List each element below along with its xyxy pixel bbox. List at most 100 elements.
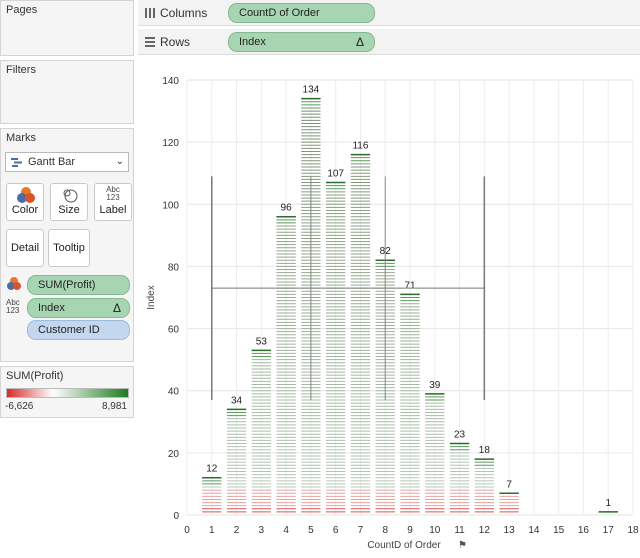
legend-max: 8,981: [101, 401, 127, 412]
rows-pill-label: Index: [239, 36, 266, 48]
bar-data-label: 7: [506, 479, 512, 490]
x-tick-label: 2: [234, 525, 240, 536]
x-tick-label: 16: [578, 525, 590, 536]
x-tick-label: 15: [553, 525, 565, 536]
x-axis-label: CountD of Order: [367, 540, 441, 551]
bar-data-label: 39: [429, 380, 441, 391]
field-pill-index[interactable]: Index Δ: [27, 298, 130, 318]
marks-title: Marks: [6, 132, 36, 144]
filters-title: Filters: [6, 64, 36, 76]
color-gradient[interactable]: [6, 388, 129, 398]
x-tick-label: 3: [259, 525, 265, 536]
bar-data-label: 96: [281, 203, 293, 214]
columns-label: Columns: [160, 6, 208, 20]
chevron-down-icon: ⌄: [115, 156, 124, 167]
bar: [326, 181, 346, 513]
bar: [425, 393, 445, 513]
bar-data-label: 134: [303, 85, 320, 96]
bar-data-label: 116: [352, 141, 368, 152]
bar-data-label: 12: [206, 464, 218, 475]
columns-shelf: Columns CountD of Order: [138, 0, 640, 26]
y-tick-label: 80: [168, 262, 180, 273]
label-field-icon: Abc 123: [6, 298, 20, 315]
label-button[interactable]: Abc 123 Label: [94, 183, 132, 221]
pages-panel: Pages: [0, 0, 134, 56]
chart-area: 0 20 40 60 80 100 120 140 0 1 2 3 4 5 6 7 8 9 10 11 12 13 14 15…: [138, 60, 640, 555]
rows-shelf: Rows Index Δ: [138, 29, 640, 55]
x-tick-label: 9: [407, 525, 413, 536]
size-label: Size: [58, 204, 80, 216]
legend-min: -6,626: [5, 401, 34, 412]
marks-panel: Marks Gantt Bar ⌄ Color Size Abc 123 Lab…: [0, 128, 134, 362]
x-tick-label: 14: [528, 525, 540, 536]
columns-icon: [145, 8, 155, 18]
bar-data-label: 71: [404, 280, 416, 291]
bar-data-label: 18: [479, 445, 491, 456]
y-tick-label: 40: [168, 387, 180, 398]
bar: [400, 293, 420, 513]
size-button[interactable]: Size: [50, 183, 88, 221]
bar-data-label: 107: [327, 169, 344, 180]
x-tick-label: 6: [333, 525, 339, 536]
y-tick-label: 140: [162, 76, 179, 87]
field-pill-customer-id[interactable]: Customer ID: [27, 320, 130, 340]
label-label: Label: [99, 204, 127, 216]
color-field-icon: [7, 277, 21, 290]
rows-label: Rows: [160, 35, 191, 49]
bar: [449, 442, 470, 513]
legend-panel: SUM(Profit) -6,626 8,981: [0, 366, 134, 418]
x-tick-label: 1: [209, 525, 215, 536]
columns-pill-label: CountD of Order: [239, 7, 320, 19]
y-axis-label: Index: [146, 285, 157, 309]
mark-type-label: Gantt Bar: [28, 156, 76, 168]
x-tick-label: 8: [382, 525, 388, 536]
field-pill-label: Customer ID: [38, 324, 100, 336]
delta-icon: Δ: [355, 35, 364, 49]
x-tick-label: 0: [184, 525, 190, 536]
y-tick-label: 60: [168, 325, 180, 336]
field-pill-sum-profit[interactable]: SUM(Profit): [27, 275, 130, 295]
tooltip-label: Tooltip: [53, 242, 85, 254]
x-tick-label: 17: [603, 525, 615, 536]
bar-data-label: 53: [256, 336, 268, 347]
color-label: Color: [11, 204, 39, 216]
x-tick-label: 5: [308, 525, 314, 536]
detail-button[interactable]: Detail: [6, 229, 44, 267]
bar-data-label: 34: [231, 395, 243, 406]
color-button[interactable]: Color: [6, 183, 44, 221]
field-pill-label: Index: [38, 302, 65, 314]
legend-title: SUM(Profit): [6, 370, 64, 382]
x-tick-label: 10: [429, 525, 441, 536]
x-tick-label: 4: [283, 525, 289, 536]
pages-title: Pages: [6, 4, 38, 16]
detail-label: Detail: [10, 242, 40, 254]
x-tick-label: 13: [504, 525, 516, 536]
y-tick-label: 120: [162, 138, 179, 149]
x-tick-label: 18: [627, 525, 639, 536]
bar: [350, 153, 371, 513]
bar: [251, 349, 271, 513]
columns-pill[interactable]: CountD of Order: [228, 3, 375, 23]
tooltip-button[interactable]: Tooltip: [48, 229, 90, 267]
pin-icon: ⚑: [458, 540, 467, 551]
bar: [474, 458, 494, 513]
color-icon: [17, 187, 35, 203]
rows-icon: [145, 37, 155, 47]
size-icon: [63, 189, 78, 203]
y-tick-label: 20: [168, 449, 180, 460]
delta-icon: Δ: [112, 301, 121, 315]
abc-123-icon: Abc 123: [106, 185, 120, 202]
bar: [202, 476, 222, 513]
bar: [499, 492, 519, 513]
field-pill-label: SUM(Profit): [38, 279, 96, 291]
rows-pill[interactable]: Index Δ: [228, 32, 375, 52]
gantt-icon: [11, 158, 23, 167]
y-tick-label: 0: [173, 511, 179, 522]
bar: [276, 215, 296, 513]
x-tick-label: 12: [479, 525, 491, 536]
x-tick-label: 11: [454, 525, 465, 536]
filters-panel: Filters: [0, 60, 134, 124]
bar: [226, 408, 247, 513]
mark-type-select[interactable]: Gantt Bar ⌄: [5, 152, 129, 172]
